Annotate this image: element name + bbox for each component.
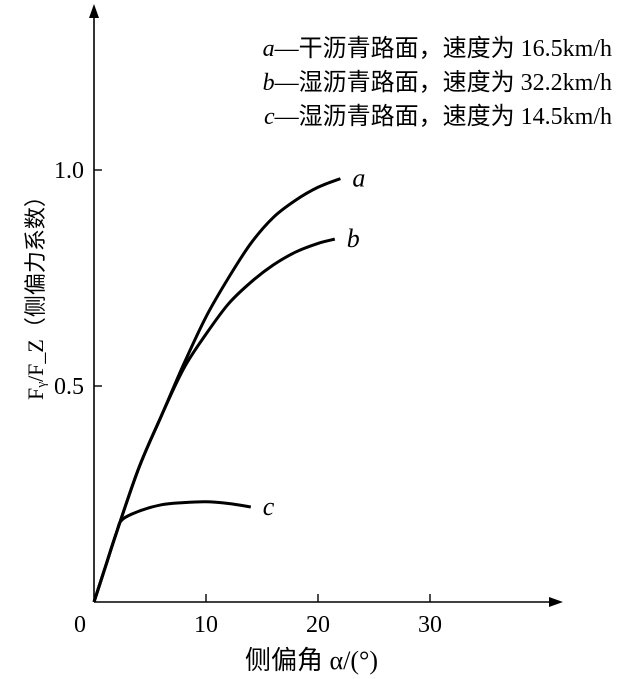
legend-item-c: c—湿沥青路面，速度为 14.5km/h — [150, 100, 612, 134]
x-tick-label: 0 — [74, 612, 86, 638]
series-line-b — [92, 237, 336, 603]
legend: a—干沥青路面，速度为 16.5km/h b—湿沥青路面，速度为 32.2km/… — [150, 32, 612, 134]
legend-text-b: —湿沥青路面，速度为 32.2km/h — [274, 70, 612, 96]
y-tick-label: 1.0 — [54, 158, 84, 184]
axes — [89, 4, 563, 607]
x-axis-label: 侧偏角 α/(°) — [245, 646, 379, 675]
y-tick-label: 0.5 — [54, 374, 84, 400]
x-tick-label: 10 — [194, 612, 218, 638]
series-line-c — [92, 500, 252, 603]
series-lines — [92, 177, 341, 603]
series-end-label-a: a — [352, 164, 365, 193]
series-line-a — [92, 177, 341, 603]
x-tick-label: 20 — [306, 612, 330, 638]
legend-key-c: c — [264, 104, 275, 130]
series-end-label-b: b — [347, 224, 360, 253]
legend-text-c: —湿沥青路面，速度为 14.5km/h — [274, 104, 612, 130]
legend-item-b: b—湿沥青路面，速度为 32.2km/h — [150, 66, 612, 100]
legend-text-a: —干沥青路面，速度为 16.5km/h — [274, 36, 612, 62]
y-axis-label: Fᵧ/F_Z（侧偏力系数） — [23, 185, 48, 400]
legend-item-a: a—干沥青路面，速度为 16.5km/h — [150, 32, 612, 66]
legend-key-a: a — [262, 36, 275, 62]
ticks: 0 10 20 30 0.5 1.0 — [54, 158, 442, 638]
series-end-label-c: c — [263, 492, 275, 521]
y-axis-arrow-icon — [89, 4, 99, 18]
x-tick-label: 30 — [418, 612, 442, 638]
x-axis-arrow-icon — [549, 597, 563, 607]
legend-key-b: b — [262, 70, 275, 96]
series-end-labels: a b c — [263, 164, 366, 521]
